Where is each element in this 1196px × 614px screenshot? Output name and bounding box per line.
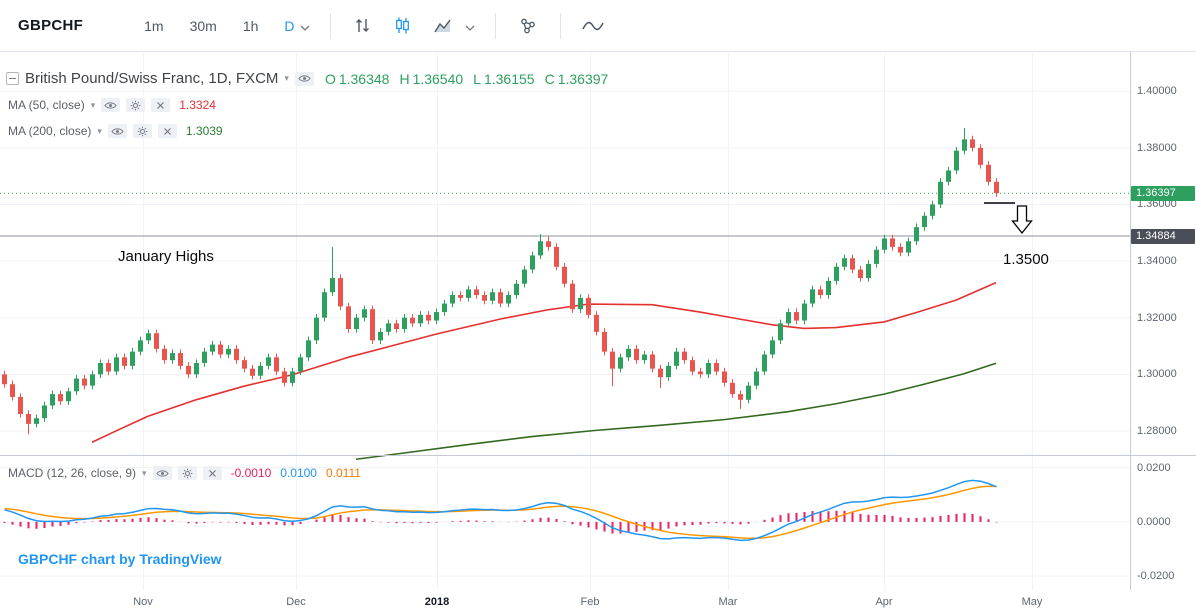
interval-group: 1m 30m 1h D xyxy=(131,12,317,40)
axis-label: -0.0200 xyxy=(1137,570,1175,583)
symbol-label[interactable]: GBPCHF xyxy=(18,17,84,34)
curve-line-icon[interactable] xyxy=(573,9,613,43)
eye-icon[interactable] xyxy=(152,466,172,480)
level-price-tag: 1.34884 xyxy=(1131,228,1195,244)
chevron-down-icon[interactable]: ▾ xyxy=(142,467,147,478)
gear-icon[interactable] xyxy=(177,466,197,480)
current-price-tag: 1.36397 xyxy=(1131,185,1195,201)
low-label: L xyxy=(473,70,481,87)
time-axis-label: Dec xyxy=(286,596,306,608)
chevron-down-icon[interactable]: ▾ xyxy=(284,73,289,83)
candles-series xyxy=(2,128,999,435)
macd-line-value: 0.0100 xyxy=(280,466,317,480)
ohlc-values: O 1.36348 H 1.36540 L 1.36155 C 1.36397 xyxy=(325,71,608,87)
open-label: O xyxy=(324,70,336,87)
interval-dropdown-chevron-icon[interactable] xyxy=(300,18,310,36)
axis-label: 1.36000 xyxy=(1137,198,1177,211)
interval-button-30m[interactable]: 30m xyxy=(189,17,217,34)
macd-hist-value: -0.0010 xyxy=(230,466,272,480)
collapse-pane-icon[interactable] xyxy=(6,72,19,85)
high-value: 1.36540 xyxy=(412,70,464,87)
eye-icon[interactable] xyxy=(107,124,127,138)
eye-icon[interactable] xyxy=(101,98,121,112)
area-style-icon[interactable] xyxy=(423,9,463,43)
time-axis-label: Nov xyxy=(133,596,153,608)
macd-series xyxy=(3,479,998,542)
eye-icon[interactable] xyxy=(294,71,314,86)
macd-legend-row: MACD (12, 26, close, 9) ▾ -0.0010 0.0100… xyxy=(8,466,361,480)
axis-label: 1.32000 xyxy=(1137,311,1177,324)
chevron-down-icon[interactable]: ▾ xyxy=(90,99,96,110)
gridlines xyxy=(0,53,1130,590)
candlestick-style-icon[interactable] xyxy=(383,9,423,43)
axis-label: 1.28000 xyxy=(1137,424,1177,437)
interval-button-1m[interactable]: 1m xyxy=(144,17,164,34)
time-axis-label: Mar xyxy=(718,596,738,608)
time-axis[interactable]: Nov Dec 2018 Feb Mar Apr May xyxy=(0,590,1196,614)
macd-values: -0.0010 0.0100 0.0111 xyxy=(231,466,361,480)
open-value: 1.36348 xyxy=(338,70,390,87)
ma50-legend-row: MA (50, close) ▾ 1.3324 xyxy=(8,98,216,112)
style-dropdown-chevron-icon[interactable] xyxy=(465,18,475,36)
axis-label: 1.30000 xyxy=(1137,368,1177,381)
close-label: C xyxy=(544,70,555,87)
ma50-line xyxy=(91,281,997,443)
macd-label[interactable]: MACD (12, 26, close, 9) xyxy=(8,466,137,480)
down-arrow[interactable] xyxy=(1011,205,1033,235)
indicators-icon[interactable] xyxy=(508,9,548,43)
ma50-value: 1.3324 xyxy=(179,98,216,112)
chevron-down-icon[interactable]: ▾ xyxy=(97,125,102,136)
low-value: 1.36155 xyxy=(483,70,535,87)
ma50-label[interactable]: MA (50, close) xyxy=(8,98,85,112)
toolbar-divider xyxy=(329,12,331,39)
ma200-line xyxy=(355,362,997,461)
gear-icon[interactable] xyxy=(132,124,152,138)
january-highs-label[interactable]: January Highs xyxy=(118,248,214,265)
interval-button-1d[interactable]: D xyxy=(284,17,295,34)
close-icon[interactable] xyxy=(151,98,171,112)
axis-label: 1.34000 xyxy=(1137,255,1177,268)
interval-button-1h[interactable]: 1h xyxy=(242,17,259,34)
time-axis-label: Feb xyxy=(580,596,600,608)
ma200-legend-row: MA (200, close) ▾ 1.3039 xyxy=(8,124,223,138)
time-axis-label: 2018 xyxy=(424,596,450,608)
macd-signal-value: 0.0111 xyxy=(325,466,361,480)
ma200-value: 1.3039 xyxy=(185,124,223,138)
target-price-label[interactable]: 1.3500 xyxy=(1003,251,1049,268)
axis-label: 0.0000 xyxy=(1137,515,1171,528)
ma200-label[interactable]: MA (200, close) xyxy=(8,124,92,138)
axis-label: 1.40000 xyxy=(1137,85,1177,98)
toolbar-divider xyxy=(559,12,561,39)
axis-label: 1.38000 xyxy=(1137,141,1177,154)
axis-label: 0.0200 xyxy=(1137,461,1171,474)
close-icon[interactable] xyxy=(157,124,177,138)
symbol-title[interactable]: British Pound/Swiss Franc, 1D, FXCM xyxy=(25,70,279,87)
tradingview-watermark-link[interactable]: GBPCHF chart by TradingView xyxy=(18,551,222,567)
toolbar-divider xyxy=(494,12,496,39)
price-axis[interactable]: 1.28000 1.30000 1.32000 1.34000 1.36000 1.380… xyxy=(1130,52,1196,590)
gear-icon[interactable] xyxy=(126,98,146,112)
arrows-updown-icon[interactable] xyxy=(343,9,383,43)
close-value: 1.36397 xyxy=(557,70,609,87)
time-axis-label: Apr xyxy=(875,596,893,608)
top-toolbar: GBPCHF 1m 30m 1h D xyxy=(0,0,1196,52)
high-label: H xyxy=(399,70,410,87)
time-axis-label: May xyxy=(1021,596,1043,608)
close-icon[interactable] xyxy=(202,466,222,480)
